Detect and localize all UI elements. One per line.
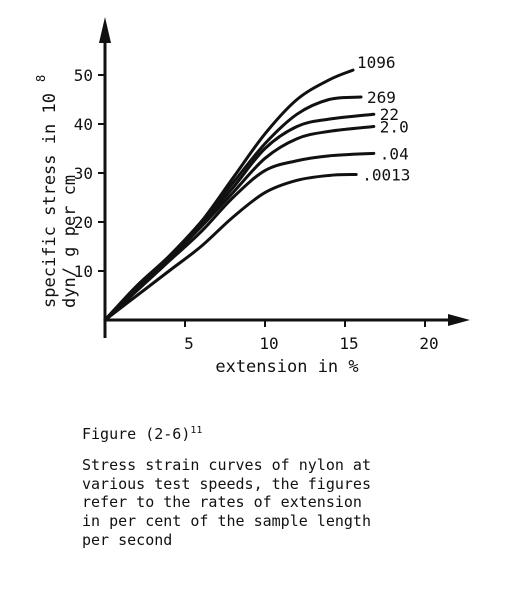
y-axis-label-line-1: specific stress in 10 bbox=[40, 93, 60, 308]
x-axis-arrowhead bbox=[448, 314, 470, 326]
x-tick-label-20: 20 bbox=[419, 334, 438, 353]
figure-label-text: Figure (2-6) bbox=[82, 425, 191, 443]
series-line-269 bbox=[103, 95, 363, 322]
series-label-pt04: .04 bbox=[380, 144, 409, 163]
caption-line-4: in per cent of the sample length bbox=[82, 512, 371, 530]
y-axis-label-group: specific stress in 10 8 dyn/ g per cm bbox=[34, 75, 80, 308]
series-line-pt0013 bbox=[103, 172, 358, 322]
caption-line-1: Stress strain curves of nylon at bbox=[82, 455, 371, 474]
series-line-2pt0 bbox=[103, 124, 376, 322]
x-tick-label-15: 15 bbox=[339, 334, 358, 353]
series-label-1096: 1096 bbox=[357, 53, 396, 72]
figure-label-superscript: 11 bbox=[190, 425, 203, 436]
caption-line-3: refer to the rates of extension bbox=[82, 493, 362, 512]
figure-caption: Figure (2-6)11 Stress strain curves of n… bbox=[82, 425, 482, 550]
y-axis-label-exponent: 8 bbox=[34, 75, 48, 82]
y-tick-label-20: 20 bbox=[74, 213, 93, 232]
x-axis-label: extension in % bbox=[215, 357, 358, 377]
y-tick-label-10: 10 bbox=[74, 262, 93, 281]
series-label-2pt0: 2.0 bbox=[380, 117, 409, 136]
series-label-269: 269 bbox=[367, 88, 396, 107]
series-layer bbox=[103, 68, 376, 322]
y-tick-label-40: 40 bbox=[74, 115, 93, 134]
caption-line-2: various test speeds, the figures bbox=[82, 474, 371, 493]
y-axis-label-line-2: dyn/ g per cm bbox=[60, 175, 80, 308]
y-axis-arrowhead bbox=[99, 17, 111, 43]
x-tick-label-10: 10 bbox=[259, 334, 278, 353]
y-tick-label-50: 50 bbox=[74, 66, 93, 85]
series-label-pt0013: .0013 bbox=[362, 165, 410, 184]
y-tick-label-30: 30 bbox=[74, 164, 93, 183]
axes-layer bbox=[99, 17, 470, 338]
x-tick-label-5: 5 bbox=[184, 334, 194, 353]
series-label-22: 22 bbox=[380, 105, 399, 124]
figure-label: Figure (2-6)11 bbox=[82, 425, 482, 444]
ticks-layer: 5 10 15 20 10 20 30 40 50 bbox=[74, 66, 439, 353]
caption-line-5: per second bbox=[82, 530, 173, 549]
series-line-pt04 bbox=[103, 151, 376, 322]
